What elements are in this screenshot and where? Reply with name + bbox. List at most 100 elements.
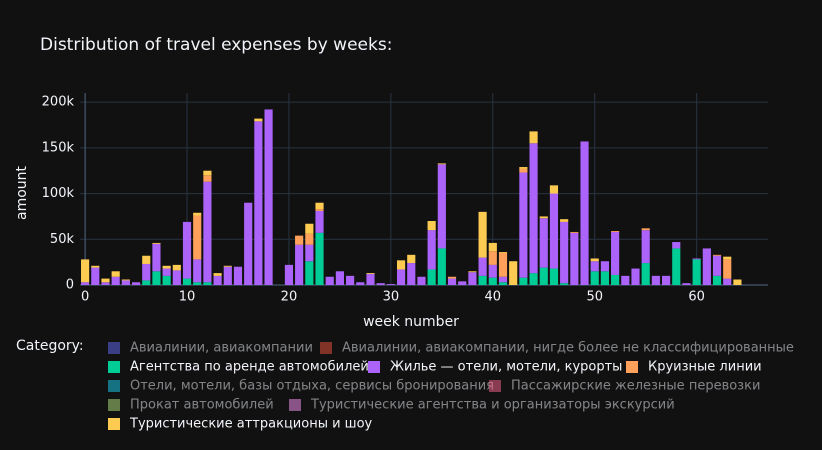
bar-segment xyxy=(427,230,436,270)
bar-segment xyxy=(488,242,497,252)
bar-segment xyxy=(284,264,294,285)
legend-swatch xyxy=(368,361,380,373)
legend-item[interactable]: Агентства по аренде автомобилей xyxy=(108,360,369,375)
bar-segment xyxy=(172,264,181,271)
bar-segment xyxy=(509,261,518,285)
y-tick-label: 100k xyxy=(42,186,75,201)
bar-segment xyxy=(570,231,579,233)
legend-label: Авиалинии, авиакомпании, нигде более не … xyxy=(342,341,794,356)
bar-segment xyxy=(193,259,202,283)
bar-segment xyxy=(427,221,436,231)
bar-segment xyxy=(519,167,528,169)
x-tick-label: 0 xyxy=(81,290,89,305)
bar-segment xyxy=(346,275,355,285)
bar-segment xyxy=(723,278,732,285)
bar-segment xyxy=(254,118,263,122)
legend-swatch xyxy=(320,342,332,354)
bar-segment xyxy=(213,275,222,285)
bar-segment xyxy=(305,244,314,262)
bar-segment xyxy=(488,277,497,285)
bar-segment xyxy=(560,219,569,222)
legend-label: Туристические агентства и организаторы э… xyxy=(310,398,675,413)
bar-segment xyxy=(519,172,528,278)
legend-label: Прокат автомобилей xyxy=(130,398,274,413)
bar-segment xyxy=(182,278,192,285)
bar-segment xyxy=(723,256,732,260)
bar-segment xyxy=(611,274,620,285)
bar-segment xyxy=(366,273,375,275)
bar-segment xyxy=(131,282,141,285)
chart-title: Distribution of travel expenses by weeks… xyxy=(40,35,392,55)
bar-segment xyxy=(733,279,742,285)
bar-segment xyxy=(121,279,130,281)
legend-item[interactable]: Пассажирские железные перевозки xyxy=(489,379,760,394)
bar-segment xyxy=(529,131,538,144)
bar-segment xyxy=(437,248,446,285)
bar-segment xyxy=(437,163,446,165)
legend-item[interactable]: Жилье — отели, мотели, курорты xyxy=(368,360,622,375)
bar-segment xyxy=(611,231,620,232)
bar-segment xyxy=(142,255,151,264)
bar-segment xyxy=(539,218,548,268)
x-tick-label: 60 xyxy=(688,290,705,305)
legend-swatch xyxy=(489,380,501,392)
bar-segment xyxy=(193,212,202,216)
bar-segment xyxy=(386,284,395,285)
bar-segment xyxy=(111,276,120,285)
legend-item[interactable]: Авиалинии, авиакомпании, нигде более не … xyxy=(320,341,794,356)
bar-segment xyxy=(407,254,416,264)
x-axis-title: week number xyxy=(363,314,459,330)
bar-segment xyxy=(600,261,609,272)
bar-segment xyxy=(488,251,497,265)
bar-segment xyxy=(498,252,508,253)
bar-segment xyxy=(223,266,232,285)
bar-segment xyxy=(101,282,110,285)
bar-segment xyxy=(417,276,426,285)
bar-segment xyxy=(529,273,538,285)
bar-segment xyxy=(203,175,212,182)
bar-segment xyxy=(295,235,304,245)
bar-segment xyxy=(672,242,681,249)
legend-swatch xyxy=(108,342,120,354)
bar-segment xyxy=(264,109,273,285)
bar-segment xyxy=(142,280,151,285)
bar-segment xyxy=(560,283,569,285)
bar-segment xyxy=(254,121,263,285)
legend-item[interactable]: Прокат автомобилей xyxy=(108,398,274,413)
bar-segment xyxy=(692,258,701,260)
bar-segment xyxy=(549,268,559,285)
bar-segment xyxy=(203,170,212,176)
bar-segment xyxy=(478,257,487,276)
bar-segment xyxy=(81,282,90,285)
legend-swatch xyxy=(289,399,301,411)
legend-item[interactable]: Туристические аттракционы и шоу xyxy=(108,417,373,432)
bar-segment xyxy=(407,263,416,285)
legend-label: Пассажирские железные перевозки xyxy=(511,379,760,394)
legend-item[interactable]: Отели, мотели, базы отдыха, сервисы брон… xyxy=(108,379,494,394)
bar-segment xyxy=(91,265,100,268)
y-tick-label: 0 xyxy=(66,278,74,293)
bar-segment xyxy=(478,211,487,258)
legend-swatch xyxy=(108,380,120,392)
legend-item[interactable]: Авиалинии, авиакомпании xyxy=(108,341,313,356)
bar-segment xyxy=(376,283,385,285)
bar-segment xyxy=(427,269,436,285)
bar-segment xyxy=(651,275,660,285)
legend-item[interactable]: Круизные линии xyxy=(626,360,762,375)
bar-segment xyxy=(315,209,324,211)
bar-segment xyxy=(580,141,589,285)
bar-segment xyxy=(162,265,171,269)
bar-segment xyxy=(570,232,579,285)
bar-segment xyxy=(631,268,640,285)
bar-segment xyxy=(590,261,599,272)
bar-segment xyxy=(549,193,559,269)
bar-segment xyxy=(172,270,181,285)
bar-segment xyxy=(498,276,508,283)
bar-segment xyxy=(712,275,722,285)
bar-segment xyxy=(539,267,548,285)
bar-segment xyxy=(305,223,314,234)
bar-segment xyxy=(437,164,446,249)
bar-segment xyxy=(682,283,691,285)
legend-item[interactable]: Туристические агентства и организаторы э… xyxy=(289,398,675,413)
